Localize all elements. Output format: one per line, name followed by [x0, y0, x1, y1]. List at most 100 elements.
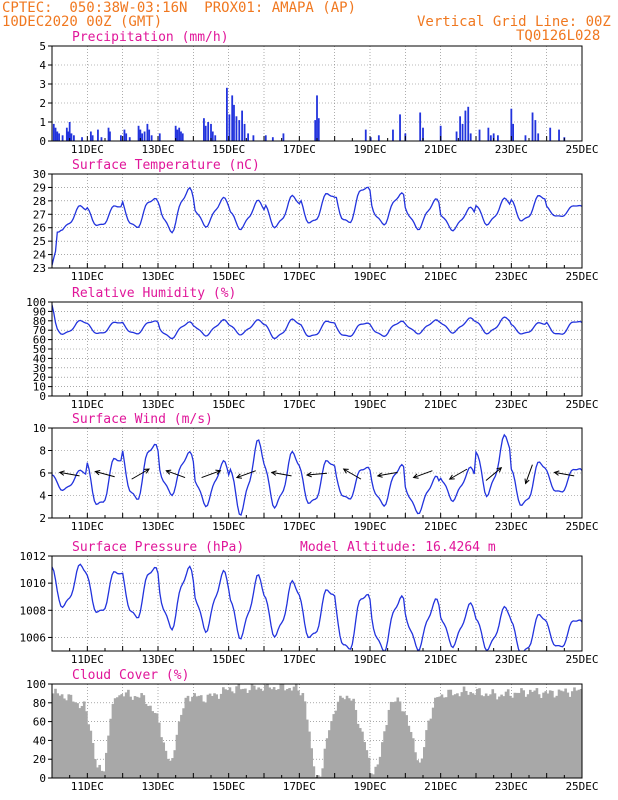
cloud-bar: [111, 704, 115, 778]
cloud-bar: [230, 691, 234, 778]
precip-bar: [67, 131, 70, 141]
wind-arrow-head: [165, 469, 172, 475]
cloud-bar: [239, 689, 243, 778]
cloud-bar: [407, 725, 411, 778]
wind-arrow-head: [448, 474, 455, 480]
cloud-bar: [451, 695, 455, 778]
cloud-bar: [102, 771, 106, 778]
series-line: [52, 186, 582, 266]
cloud-bar: [312, 766, 316, 778]
x-tick-label: 23DEC: [495, 780, 528, 793]
y-tick-label: 10: [33, 381, 46, 394]
cloud-bar: [531, 691, 534, 778]
cloud-bar: [100, 770, 104, 778]
cloud-bar: [469, 691, 472, 778]
header-grid-note: Vertical Grid Line: 00Z: [417, 14, 611, 30]
cloud-bar: [517, 692, 521, 778]
x-tick-label: 19DEC: [353, 780, 386, 793]
cloud-bar: [124, 692, 128, 778]
cloud-bar: [336, 701, 340, 778]
y-tick-label: 28: [33, 195, 46, 208]
wind-arrow-shaft: [59, 471, 80, 477]
precip-bar: [89, 131, 92, 141]
cloud-bar: [555, 695, 559, 778]
plot-area: [52, 433, 582, 516]
cloud-bar: [74, 702, 77, 778]
cloud-bar: [89, 730, 93, 778]
y-tick-label: 8: [39, 445, 46, 458]
panel-0: 0 1 2 3 4 5 11DEC 13DEC 15DEC 17DEC 19DEC 21DEC 23DE…: [39, 30, 598, 156]
cloud-bar: [188, 701, 192, 778]
x-tick-label: 21DEC: [424, 520, 457, 533]
cloud-bar: [400, 711, 404, 778]
cloud-bar: [570, 691, 574, 778]
cloud-bar: [513, 692, 517, 778]
precip-bar: [109, 131, 111, 141]
cloud-bar: [562, 691, 565, 778]
cloud-bar: [332, 714, 336, 778]
cloud-bar: [467, 694, 470, 778]
cloud-bar: [416, 760, 419, 778]
wind-arrow-head: [58, 470, 65, 476]
plot-area: [52, 186, 582, 266]
y-tick-label: 1006: [20, 631, 47, 644]
cloud-bar: [476, 688, 479, 778]
header-date: 10DEC2020 00Z (GMT): [2, 14, 163, 30]
precip-bar: [469, 133, 472, 141]
cloud-bar: [133, 696, 137, 778]
cloud-bar: [321, 768, 325, 778]
precip-bar: [392, 129, 394, 141]
cloud-bar: [96, 767, 99, 778]
cloud-bar: [537, 694, 541, 778]
y-tick-label: 26: [33, 222, 46, 235]
cloud-bar: [54, 688, 57, 778]
y-tick-label: 6: [39, 467, 46, 480]
cloud-bar: [504, 691, 508, 778]
wind-arrow-head: [524, 478, 530, 485]
wind-arrow-head: [553, 470, 560, 476]
cloud-bar: [195, 696, 199, 778]
precip-bar: [68, 122, 71, 141]
x-tick-label: 15DEC: [212, 398, 245, 411]
cloud-bar: [127, 689, 130, 778]
precip-bar: [247, 133, 249, 141]
cloud-bar: [286, 688, 289, 778]
cloud-bar: [69, 694, 73, 778]
precip-bar: [214, 135, 217, 141]
x-tick-label: 19DEC: [353, 143, 386, 156]
cloud-bar: [182, 708, 185, 778]
cloud-bar: [138, 697, 141, 778]
x-tick-label: 21DEC: [424, 143, 457, 156]
precip-bar: [52, 123, 55, 141]
cloud-bar: [473, 694, 477, 778]
cloud-bar: [305, 719, 309, 778]
cloud-bar: [93, 759, 97, 778]
y-tick-label: 20: [33, 753, 46, 766]
cloud-bar: [224, 689, 227, 778]
cloud-bar: [436, 697, 439, 778]
precip-bar: [377, 135, 380, 141]
cloud-bar: [396, 697, 400, 778]
cloud-bar: [484, 693, 488, 778]
cloud-bar: [520, 688, 523, 778]
cloud-bar: [579, 688, 582, 778]
precip-bar: [369, 137, 372, 141]
cloud-bar: [535, 688, 539, 778]
y-tick-label: 10: [33, 422, 46, 435]
x-tick-label: 25DEC: [565, 270, 598, 283]
precip-bar: [512, 123, 514, 141]
precip-bar: [54, 127, 57, 141]
cloud-bar: [464, 690, 468, 778]
precip-bar: [252, 135, 255, 141]
cloud-bar: [279, 684, 283, 778]
cloud-bar: [217, 698, 221, 778]
cloud-bar: [427, 720, 431, 778]
cloud-bar: [109, 718, 113, 778]
cloud-bar: [78, 708, 82, 778]
cloud-bar: [87, 724, 90, 778]
cloud-bar: [197, 695, 201, 778]
precip-bar: [73, 135, 75, 141]
x-tick-label: 17DEC: [283, 398, 316, 411]
y-tick-label: 100: [26, 296, 46, 309]
wind-arrow-shaft: [306, 472, 328, 476]
